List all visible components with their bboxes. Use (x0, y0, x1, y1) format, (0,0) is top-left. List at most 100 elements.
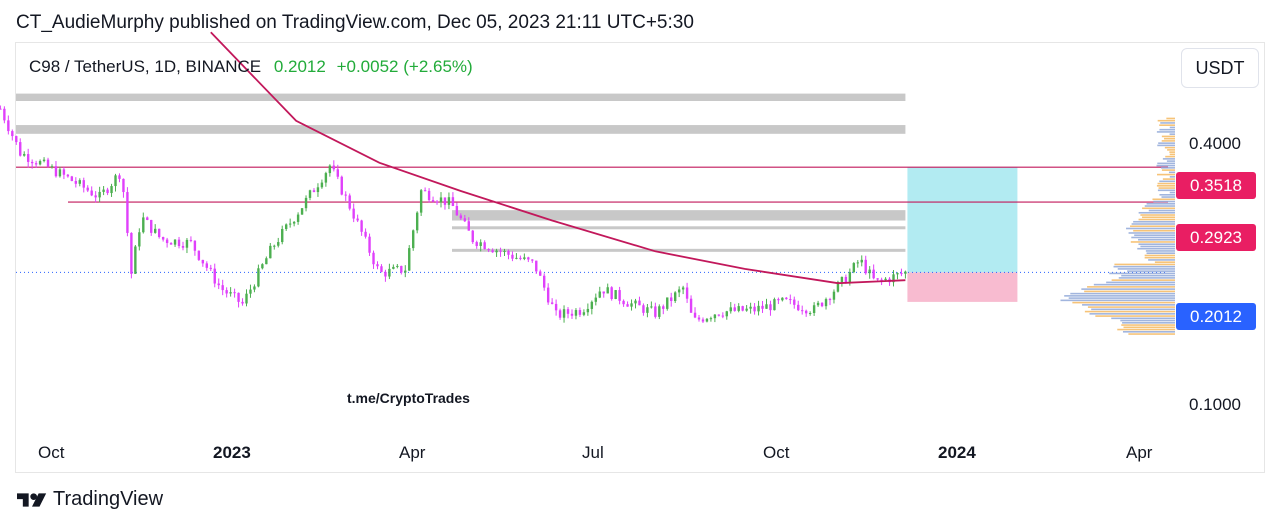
candle-body (880, 279, 883, 281)
candle-body (7, 120, 10, 132)
candle-body (713, 314, 717, 319)
candle-body (213, 268, 216, 284)
volume-profile-bar (1064, 295, 1175, 297)
candle-body (753, 306, 756, 312)
volume-profile-bar (1130, 241, 1175, 243)
candle-body (150, 219, 153, 233)
candle-body (34, 163, 38, 165)
candle-body (515, 257, 518, 259)
candle-body (388, 268, 391, 277)
candle-body (646, 307, 649, 313)
volume-profile-bar (1109, 272, 1175, 275)
volume-profile-bar (1157, 162, 1175, 165)
volume-profile-bar (1091, 308, 1175, 311)
candle-body (681, 287, 685, 290)
footer-brand: TradingView (53, 488, 164, 510)
candle-body (685, 287, 689, 299)
currency-button[interactable]: USDT (1181, 48, 1259, 88)
candle-body (741, 306, 744, 311)
volume-profile-bar (1121, 324, 1175, 326)
footer[interactable]: TradingView (17, 488, 163, 511)
candle-body (66, 174, 70, 177)
volume-profile-bar (1142, 216, 1175, 219)
candle-body (300, 208, 304, 215)
candle-body (582, 312, 586, 315)
candle-body (487, 249, 490, 251)
candle-body (157, 228, 161, 238)
candle-body (173, 239, 177, 245)
volume-profile-bar (1126, 227, 1175, 230)
chart-frame[interactable] (15, 42, 1265, 473)
candle-body (765, 304, 768, 309)
candle-body (721, 315, 725, 317)
candle-body (146, 217, 149, 220)
candle-body (507, 250, 510, 255)
resistance-zone (16, 125, 906, 134)
volume-profile-bar (1128, 333, 1175, 335)
volume-profile-bar (1157, 182, 1175, 185)
candle-body (590, 301, 594, 309)
candle-body (459, 215, 463, 219)
candle-body (328, 165, 332, 174)
candle-body (586, 308, 590, 313)
candle-body (281, 228, 284, 243)
volume-profile-bar (1159, 180, 1175, 183)
candle-body (662, 306, 665, 309)
candle-body (658, 306, 661, 317)
candle-body (332, 165, 336, 170)
candle-body (840, 276, 844, 282)
volume-profile-bar (1168, 171, 1175, 174)
volume-profile-bar (1087, 306, 1175, 308)
candle-body (364, 231, 367, 237)
candle-body (701, 319, 705, 322)
volume-profile-bar (1162, 178, 1175, 180)
candle-body (122, 178, 125, 193)
candle-body (154, 228, 157, 233)
volume-profile-bar (1142, 207, 1175, 210)
symbol-legend[interactable]: C98 / TetherUS, 1D, BINANCE 0.2012 +0.00… (29, 57, 473, 77)
candle-body (249, 289, 252, 294)
candle-body (237, 292, 240, 302)
candle-body (165, 239, 169, 244)
resistance-zone (452, 226, 906, 230)
resistance-zone (452, 210, 906, 221)
candle-body (114, 175, 117, 187)
volume-profile-bar (1157, 119, 1175, 122)
volume-profile-bar (1159, 194, 1175, 196)
candle-body (408, 248, 411, 271)
candle-body (848, 272, 852, 284)
candle-body (412, 230, 415, 249)
volume-profile-bar (1106, 281, 1175, 284)
resistance-zone (16, 93, 906, 101)
volume-profile-bar (1146, 252, 1175, 254)
volume-profile-bar (1148, 209, 1175, 212)
volume-profile-bar (1169, 151, 1175, 153)
candle-body (872, 269, 875, 279)
candle-body (785, 297, 788, 300)
candle-body (574, 310, 578, 316)
candle-body (161, 237, 165, 240)
candle-body (535, 260, 538, 272)
candle-body (868, 269, 871, 274)
candle-body (884, 278, 887, 281)
candle-body (856, 262, 859, 264)
candle-body (499, 250, 502, 252)
candle-body (864, 259, 867, 274)
volume-profile-bar (1156, 185, 1175, 187)
candle-body (594, 297, 598, 302)
volume-profile-bar (1122, 330, 1175, 333)
stop-zone (907, 272, 1018, 302)
candle-body (86, 187, 89, 191)
candle-body (368, 236, 371, 253)
volume-profile-bar (1144, 254, 1175, 257)
moving-average-line (210, 31, 906, 285)
candle-body (308, 190, 312, 198)
x-tick-label: 2024 (938, 443, 976, 462)
candle-body (638, 300, 641, 306)
candle-body (253, 286, 256, 290)
candle-body (400, 265, 403, 273)
candle-body (626, 304, 629, 307)
volume-profile-bar (1140, 214, 1175, 216)
candle-body (221, 285, 224, 291)
